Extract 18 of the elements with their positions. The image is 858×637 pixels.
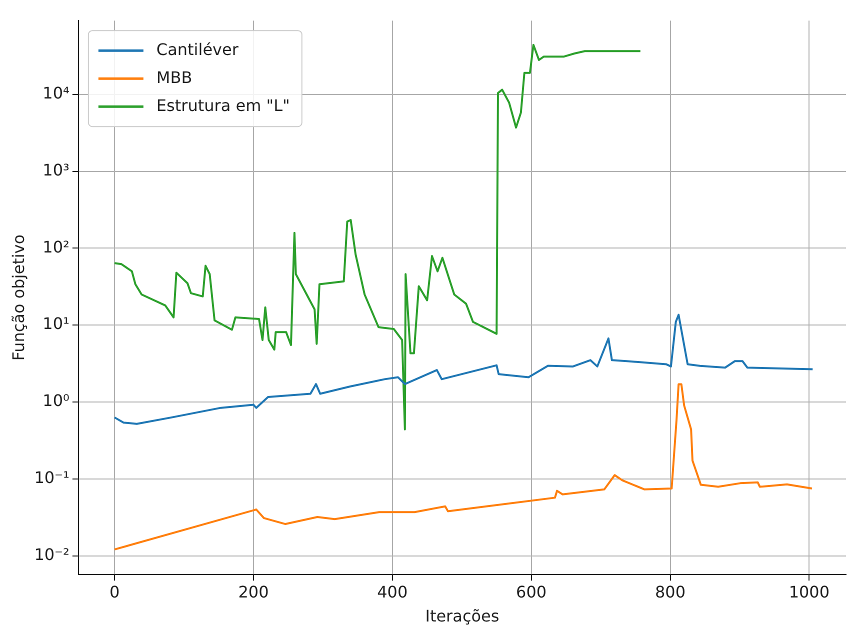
x-tick-label: 200 — [238, 582, 269, 602]
legend-label: Estrutura em "L" — [156, 96, 290, 115]
x-tick-label: 1000 — [788, 582, 830, 602]
y-tick-label: 10⁴ — [42, 84, 70, 103]
legend-label: Cantiléver — [156, 40, 239, 59]
y-tick-label: 10⁻² — [34, 544, 70, 564]
y-tick-label: 10² — [42, 237, 70, 256]
y-tick-label: 10¹ — [42, 314, 70, 334]
y-tick-label: 10⁻¹ — [34, 468, 70, 488]
x-tick-label: 800 — [654, 582, 686, 602]
y-axis-title: Função objetivo — [8, 234, 28, 361]
x-axis-title: Iterações — [425, 606, 500, 626]
x-tick-label: 0 — [109, 582, 120, 602]
legend-label: MBB — [156, 68, 192, 87]
x-tick-label: 400 — [377, 582, 408, 602]
y-tick-label: 10³ — [42, 160, 70, 180]
x-tick-label: 600 — [516, 582, 547, 602]
y-tick-label: 10⁰ — [42, 391, 70, 410]
